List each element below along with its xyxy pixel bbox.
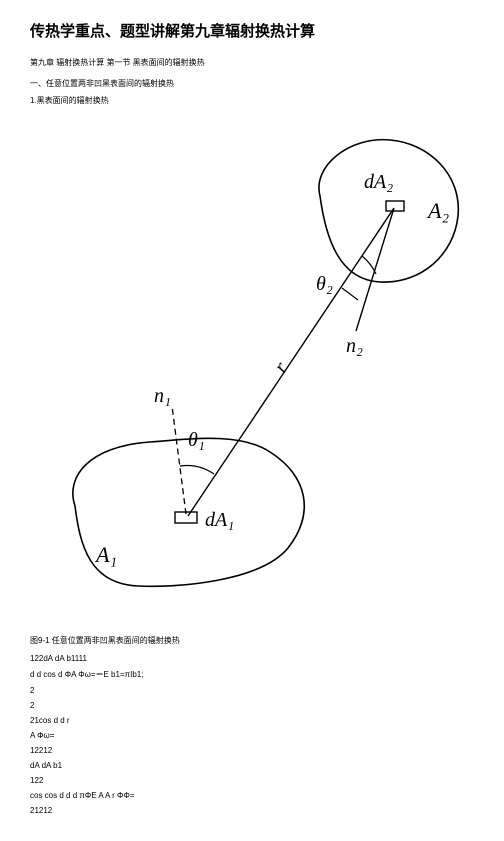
arc-theta2-tick: [342, 288, 358, 300]
figure-caption: 图9-1 任意位置两非凹黑表面间的辐射换热: [30, 635, 474, 646]
eq-4: 21cos d d r: [30, 716, 474, 725]
eq-1: d d cos d ΦA Φω=＝E b1=πIb1;: [30, 669, 474, 680]
radiation-diagram: dA₁ A₁ dA₂ A₂ r n₁ θ₁ n₂ θ₂: [30, 116, 474, 616]
label-n2: n₂: [346, 335, 363, 357]
label-theta1: θ₁: [188, 429, 205, 451]
eq-3: 2: [30, 701, 474, 710]
eq-9: cos cos d d d πΦE A A r ΦΦ=: [30, 791, 474, 800]
normal-n1: [172, 406, 186, 514]
element-dA2: [386, 201, 404, 211]
label-A1: A₁: [94, 542, 117, 567]
eq-2: 2: [30, 686, 474, 695]
label-dA1: dA₁: [205, 509, 234, 531]
eq-5: A Φω=: [30, 731, 474, 740]
label-r: r: [270, 358, 293, 376]
eq-10: 21212: [30, 806, 474, 815]
eq-0: 122dA dA b1111: [30, 654, 474, 663]
eq-6: 12212: [30, 746, 474, 755]
figure-container: dA₁ A₁ dA₂ A₂ r n₁ θ₁ n₂ θ₂: [30, 116, 474, 621]
normal-n2: [356, 208, 394, 331]
page-title: 传热学重点、题型讲解第九章辐射换热计算: [30, 20, 474, 41]
section-header: 一、任意位置两非凹黑表面间的辐射换热: [30, 78, 474, 89]
chapter-line: 第九章 辐射换热计算 第一节 黑表面间的辐射换热: [30, 57, 474, 68]
eq-8: 122: [30, 776, 474, 785]
sub1: 1.黑表面间的辐射换热: [30, 95, 474, 106]
label-dA2: dA₂: [364, 171, 393, 193]
label-theta2: θ₂: [316, 273, 333, 295]
arc-theta1: [180, 466, 214, 474]
eq-7: dA dA b1: [30, 761, 474, 770]
label-A2: A₂: [426, 198, 449, 223]
label-n1: n₁: [154, 385, 171, 407]
